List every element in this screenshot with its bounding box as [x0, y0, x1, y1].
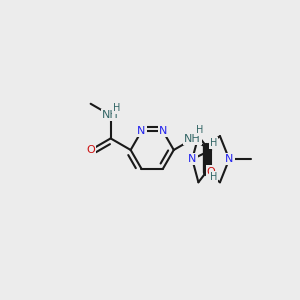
Text: O: O	[207, 167, 215, 176]
Text: H: H	[210, 172, 218, 182]
Text: H: H	[113, 103, 121, 112]
Text: NH: NH	[184, 134, 201, 144]
Text: N: N	[159, 126, 167, 136]
Text: N: N	[188, 154, 196, 164]
Text: N: N	[188, 154, 196, 164]
Text: N: N	[159, 126, 167, 136]
Text: H: H	[196, 125, 203, 135]
Text: H: H	[210, 138, 218, 148]
Text: O: O	[86, 145, 95, 155]
Text: N: N	[225, 154, 233, 164]
Text: N: N	[137, 126, 146, 136]
Text: NH: NH	[184, 134, 201, 144]
Text: O: O	[207, 167, 215, 176]
Text: O: O	[86, 145, 95, 155]
Text: N: N	[137, 126, 146, 136]
Text: H: H	[210, 172, 218, 182]
Text: N: N	[225, 154, 233, 164]
Text: NH: NH	[102, 110, 119, 120]
Text: H: H	[210, 138, 218, 148]
Text: NH: NH	[102, 110, 119, 120]
Text: H: H	[113, 103, 121, 112]
Text: H: H	[196, 125, 203, 135]
